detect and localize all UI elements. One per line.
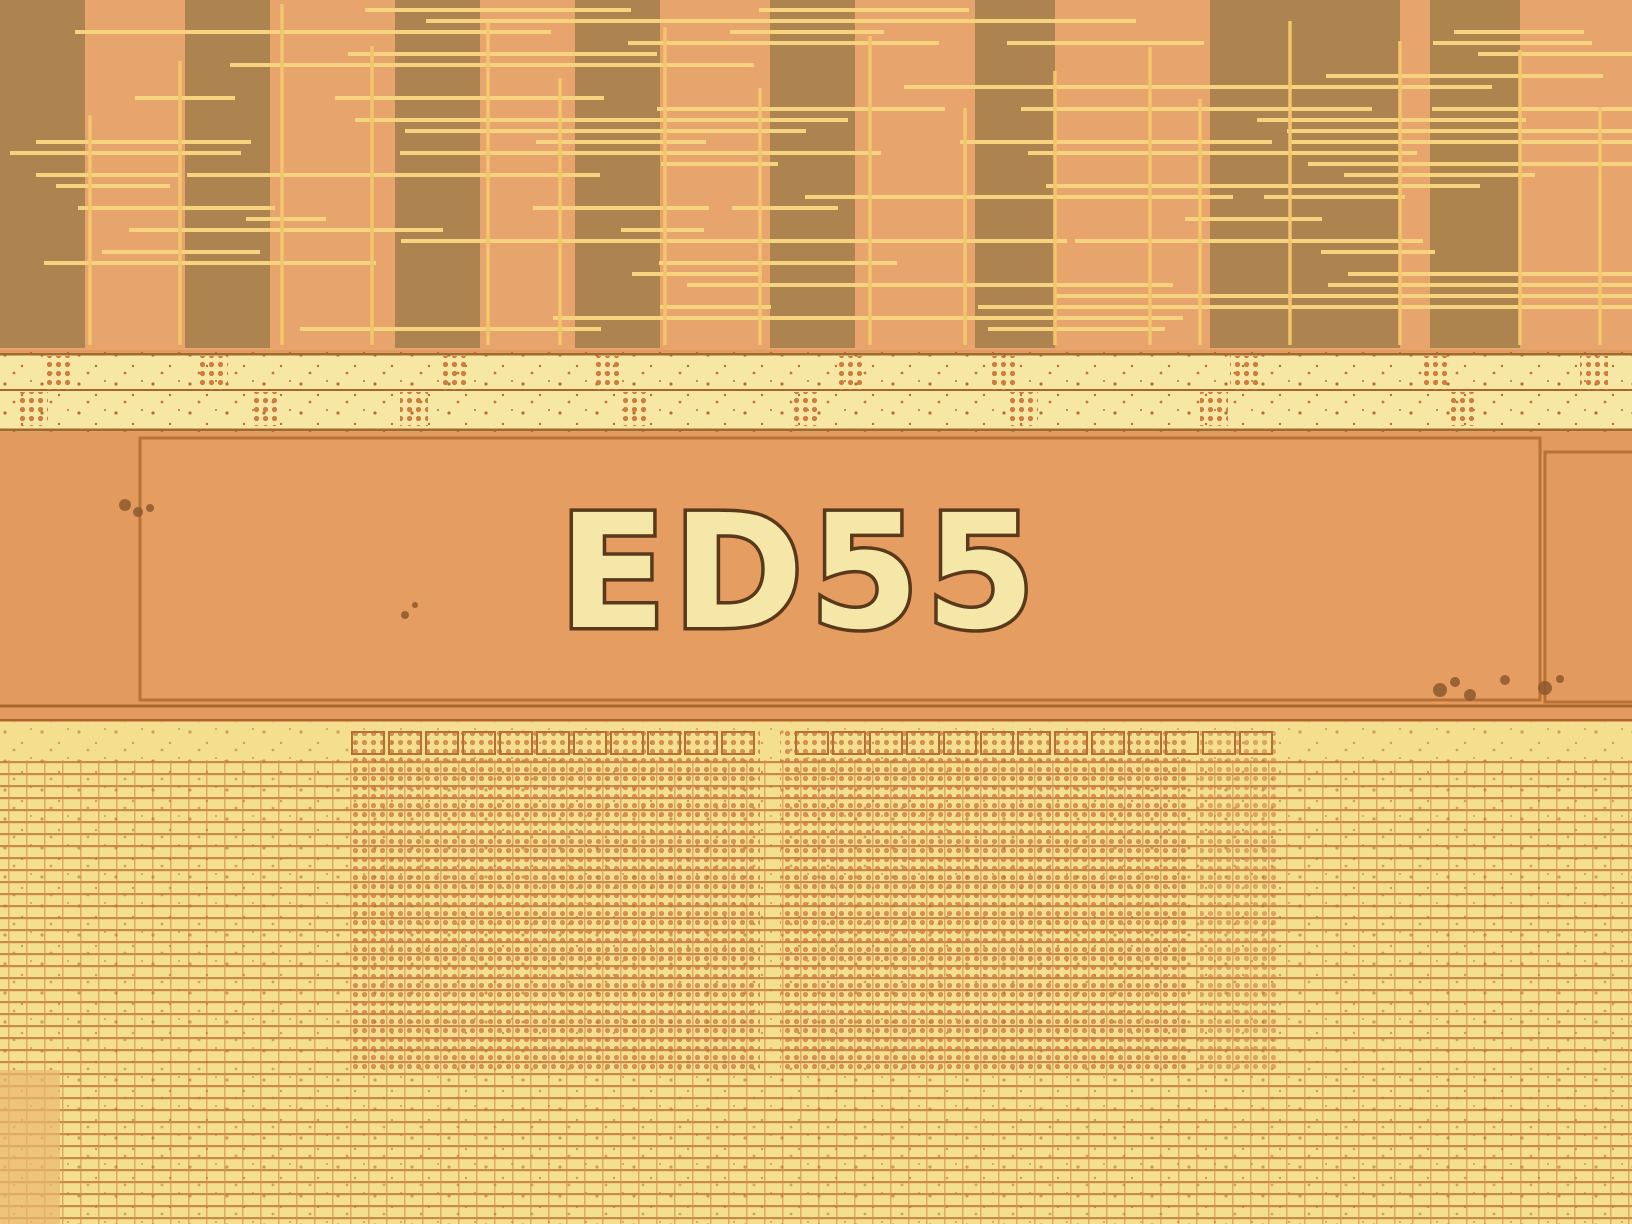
memory-array — [0, 722, 1632, 1224]
label-panel — [0, 433, 1632, 746]
rail-via-block — [835, 356, 863, 390]
logic-area — [0, 0, 1632, 350]
metal-traces — [10, 8, 1632, 331]
rail-via-block — [790, 392, 818, 426]
rail-via-block — [595, 356, 623, 390]
rail-via-block — [1450, 392, 1478, 426]
rail-via-block — [250, 392, 278, 426]
rail-via-block — [20, 392, 48, 426]
rail-via-block — [400, 392, 428, 426]
rail-via-block — [1230, 356, 1258, 390]
rail-via-block — [620, 392, 648, 426]
power-rail — [0, 352, 1632, 432]
rail-via-block — [45, 356, 73, 390]
rail-via-block — [1580, 356, 1608, 390]
rail-via-block — [1010, 392, 1038, 426]
rail-via-block — [1200, 392, 1228, 426]
vertical-traces — [88, 4, 1602, 345]
rail-via-block — [1420, 356, 1448, 390]
rail-via-block — [990, 356, 1018, 390]
rail-via-block — [200, 356, 228, 390]
rail-via-block — [440, 356, 468, 390]
die-marking-text: ED55 — [555, 481, 1042, 665]
